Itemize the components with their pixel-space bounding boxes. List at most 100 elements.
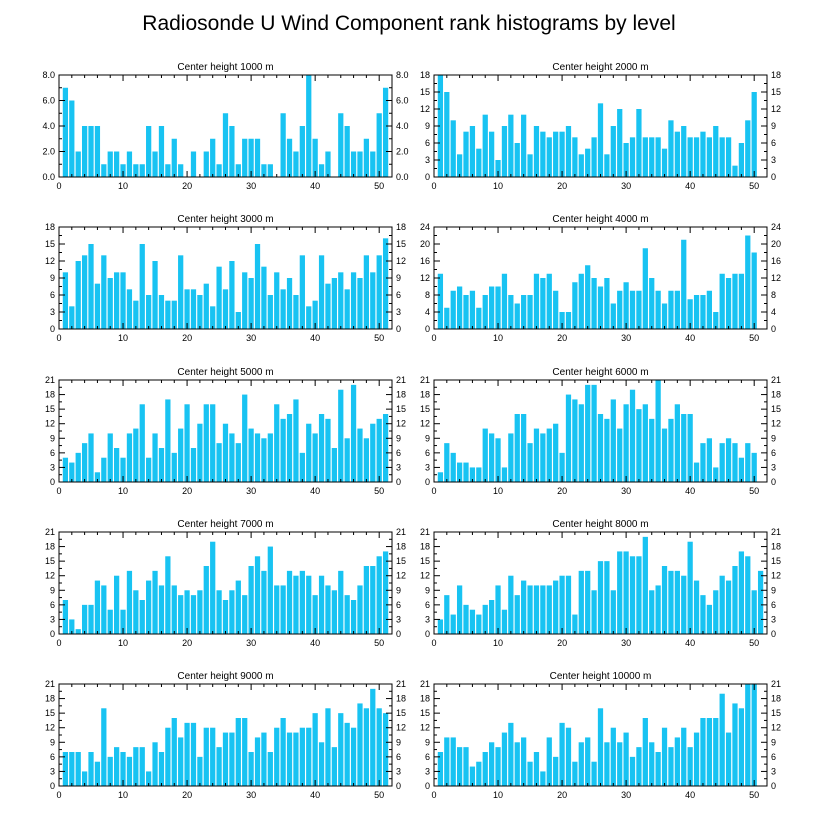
x-tick-label: 10: [118, 638, 128, 648]
x-tick-label: 50: [374, 638, 384, 648]
y-tick-label-right: 24: [771, 222, 781, 232]
bar: [533, 273, 540, 329]
bar: [299, 255, 305, 329]
x-tick-label: 50: [374, 333, 384, 343]
y-tick-label-right: 6: [771, 752, 776, 762]
bar: [376, 708, 382, 786]
bar: [171, 300, 177, 329]
bar: [444, 595, 450, 634]
bar: [286, 278, 293, 329]
x-tick-label: 40: [685, 181, 695, 191]
y-tick-label-left: 9: [50, 433, 55, 443]
y-tick-label-right: 18: [396, 222, 406, 232]
x-tick-label: 20: [182, 333, 192, 343]
y-tick-label-left: 12: [420, 419, 430, 429]
bar: [197, 590, 203, 634]
bar: [235, 580, 241, 634]
bar: [120, 752, 126, 786]
bar: [229, 261, 235, 329]
bar: [553, 756, 559, 786]
bar: [312, 713, 318, 786]
bar: [623, 732, 629, 786]
bar: [489, 433, 495, 482]
bar: [476, 761, 482, 786]
bar: [62, 600, 69, 634]
bar: [318, 414, 325, 482]
bar: [489, 286, 495, 329]
y-tick-label-right: 18: [396, 694, 406, 704]
bar: [674, 290, 680, 329]
y-tick-label-left: 18: [45, 222, 55, 232]
bar: [668, 418, 674, 482]
bar: [261, 732, 267, 786]
bar: [197, 295, 203, 329]
bar: [376, 556, 382, 634]
bar: [501, 126, 508, 177]
bar: [267, 295, 273, 329]
bar: [350, 727, 357, 786]
bar: [572, 399, 578, 482]
panel-title: Center height 9000 m: [177, 671, 273, 682]
bar: [623, 282, 629, 329]
bar: [344, 722, 350, 786]
bar: [210, 404, 216, 482]
bar: [508, 295, 514, 329]
bar: [546, 428, 552, 482]
bar: [133, 590, 139, 634]
panel: Center height 1000 m 0 10 20 30 40 50 0.0 0.0 2.0…: [42, 62, 408, 191]
y-tick-label-left: 6: [425, 448, 430, 458]
bar: [706, 137, 712, 177]
bar: [312, 595, 318, 634]
y-tick-label-right: 0: [771, 629, 776, 639]
bar: [597, 414, 604, 482]
bar: [280, 289, 286, 329]
y-tick-label-left: 12: [420, 104, 430, 114]
bar: [610, 126, 616, 177]
bar: [357, 151, 363, 177]
bar: [540, 585, 546, 634]
bar: [274, 404, 280, 482]
bar: [565, 126, 572, 177]
y-tick-label-right: 0: [771, 781, 776, 791]
bar: [350, 384, 357, 482]
bar: [565, 394, 572, 482]
bar: [107, 609, 113, 634]
y-tick-label-left: 6: [50, 290, 55, 300]
bar: [565, 727, 572, 786]
bar: [591, 590, 597, 634]
x-tick-label: 40: [685, 486, 695, 496]
bar: [210, 727, 216, 786]
x-tick-label: 50: [374, 181, 384, 191]
y-tick-label-right: 6: [396, 290, 401, 300]
bar: [293, 295, 299, 329]
bar: [331, 590, 337, 634]
y-tick-label-left: 0: [425, 172, 430, 182]
bar: [713, 126, 719, 177]
bar: [81, 771, 88, 786]
bar: [69, 462, 75, 482]
bar: [533, 752, 540, 786]
bar: [732, 566, 738, 634]
bar: [572, 282, 578, 329]
bar: [540, 771, 546, 786]
y-tick-label-right: 21: [771, 527, 781, 537]
bar: [476, 307, 482, 329]
bar: [713, 467, 719, 482]
y-tick-label-right: 21: [771, 679, 781, 689]
y-tick-label-right: 20: [771, 239, 781, 249]
panel-title: Center height 5000 m: [177, 367, 273, 378]
bar: [120, 164, 126, 177]
bar: [591, 384, 597, 482]
bar: [190, 289, 197, 329]
bar: [312, 433, 318, 482]
bar: [88, 244, 94, 329]
x-tick-label: 10: [118, 181, 128, 191]
bar: [514, 303, 520, 329]
x-tick-label: 40: [685, 333, 695, 343]
panel: Center height 6000 m0 10 20 30 40 500 03 36 69 91…: [420, 367, 781, 496]
bar: [655, 137, 661, 177]
bar: [693, 295, 700, 329]
bar: [559, 575, 565, 634]
bar: [469, 290, 476, 329]
bar: [700, 131, 706, 177]
